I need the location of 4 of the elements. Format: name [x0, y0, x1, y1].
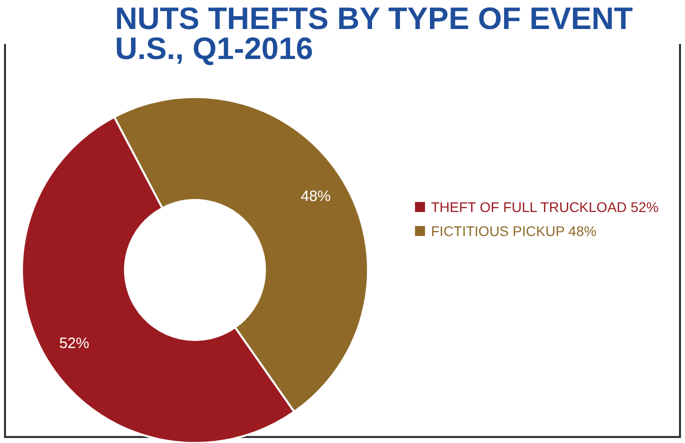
- data-label: 48%: [300, 188, 331, 205]
- legend-label: FICTITIOUS PICKUP 48%: [431, 222, 596, 241]
- legend-label: THEFT OF FULL TRUCKLOAD 52%: [431, 198, 659, 217]
- data-label: 52%: [59, 335, 90, 352]
